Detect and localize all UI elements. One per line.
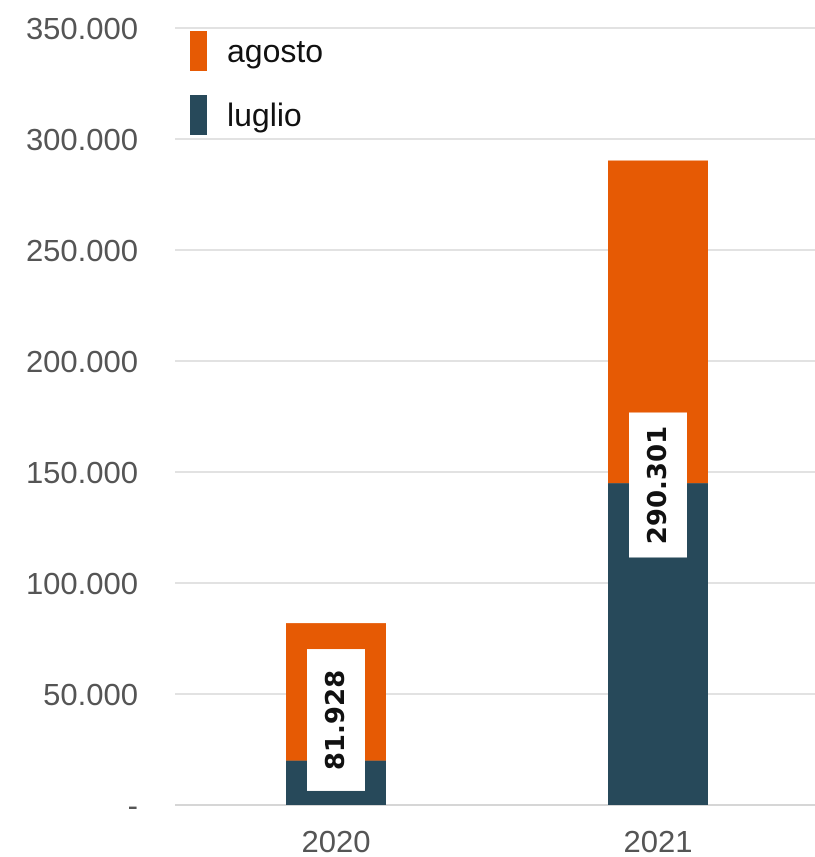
y-tick-label: 150.000 bbox=[26, 455, 138, 490]
total-label-box bbox=[629, 412, 687, 558]
x-axis-tick-labels: 2020 2021 bbox=[302, 824, 693, 857]
y-tick-label: 350.000 bbox=[26, 11, 138, 46]
legend-swatch-luglio bbox=[190, 95, 207, 135]
gridlines bbox=[175, 27, 815, 806]
x-tick-label: 2021 bbox=[624, 824, 693, 857]
y-tick-label: 100.000 bbox=[26, 566, 138, 601]
legend: agosto luglio bbox=[190, 31, 323, 135]
total-label-box bbox=[307, 649, 365, 791]
legend-label-agosto: agosto bbox=[227, 33, 323, 69]
legend-swatch-agosto bbox=[190, 31, 207, 71]
y-tick-label: 200.000 bbox=[26, 344, 138, 379]
y-tick-label: 300.000 bbox=[26, 122, 138, 157]
y-tick-label: - bbox=[128, 788, 138, 823]
legend-label-luglio: luglio bbox=[227, 97, 302, 133]
y-axis-tick-labels: - 50.000 100.000 150.000 200.000 250.000 300.0… bbox=[26, 11, 138, 823]
total-label-2021: 290.301 bbox=[643, 426, 673, 544]
y-tick-label: 250.000 bbox=[26, 233, 138, 268]
x-tick-label: 2020 bbox=[302, 824, 371, 857]
bars: 81.928 290.301 bbox=[286, 160, 708, 805]
total-label-2020: 81.928 bbox=[321, 670, 351, 770]
y-tick-label: 50.000 bbox=[43, 677, 138, 712]
